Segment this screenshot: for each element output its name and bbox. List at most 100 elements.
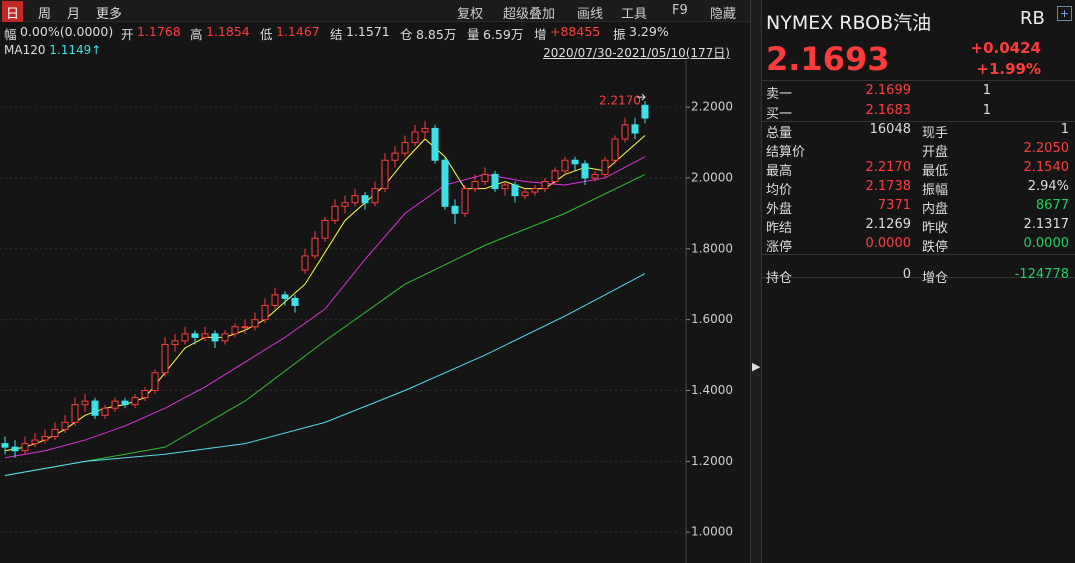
candle-body — [581, 163, 589, 179]
info-label: 量 — [467, 27, 480, 42]
annotation-arrow — [637, 93, 646, 101]
candle-body — [341, 202, 349, 207]
field-value: 7371 — [877, 198, 911, 213]
book-label: 买一 — [766, 107, 793, 122]
field-value: 2.1738 — [865, 179, 912, 194]
tool-button[interactable]: 隐藏 — [710, 7, 737, 22]
info-value: 0.00%(0.0000) — [20, 24, 114, 39]
candle-body — [141, 389, 149, 399]
candle-body — [211, 333, 219, 342]
tool-button[interactable]: 工具 — [621, 7, 648, 22]
candle-body — [191, 333, 199, 338]
candle-body — [201, 333, 209, 338]
arrow: ▶ — [752, 360, 761, 373]
book-volume: 1 — [982, 103, 991, 118]
candle-body — [571, 159, 579, 165]
info-label: 仓 — [400, 27, 413, 42]
field-label: 总量 — [766, 126, 793, 141]
instrument-code: RB — [1020, 8, 1045, 29]
candle-body — [371, 188, 379, 204]
field-value: 1 — [1060, 122, 1069, 137]
candle-body — [621, 124, 629, 140]
candle-body — [561, 159, 569, 172]
collapse-strip[interactable]: ▶ — [750, 0, 762, 563]
field-label: 涨停 — [766, 240, 793, 255]
info-value: 1.1854 — [206, 24, 250, 39]
candle-body — [601, 159, 609, 175]
y-tick-label: 1.2000 — [691, 454, 733, 468]
info-value: 1.1571 — [346, 24, 390, 39]
candle-body — [421, 127, 429, 133]
candle-body — [541, 180, 549, 190]
candle-body — [361, 195, 369, 204]
candle-body — [591, 173, 599, 179]
candle-body — [331, 205, 339, 221]
candle-body — [431, 127, 439, 161]
quote-panel: NYMEX RBOB汽油 RB + 2.1693 +0.0424 +1.99% … — [762, 0, 1075, 563]
candle-body — [491, 173, 499, 190]
info-value: +88455 — [550, 24, 601, 39]
candle-body — [511, 184, 519, 197]
field-label: 跌停 — [922, 240, 949, 255]
book-price: 2.1699 — [865, 83, 912, 98]
tool-button[interactable]: 画线 — [577, 7, 604, 22]
candle-body — [41, 436, 49, 441]
tool-button[interactable]: 复权 — [457, 7, 484, 22]
field-label: 振幅 — [922, 183, 949, 198]
book-volume: 1 — [982, 83, 991, 98]
ma-value: 1.1149↑ — [49, 43, 102, 57]
info-label: 结 — [330, 27, 343, 42]
add-button[interactable]: + — [1057, 6, 1072, 21]
tool-button[interactable]: F9 — [672, 3, 688, 18]
candle-body — [501, 184, 509, 190]
field-label: 昨结 — [766, 221, 793, 236]
info-value: 1.1467 — [276, 24, 320, 39]
period-tab[interactable]: 周 — [38, 7, 52, 22]
info-value: 3.29% — [629, 24, 669, 39]
candle-body — [551, 170, 559, 182]
info-value: 6.59万 — [483, 27, 524, 42]
candle-body — [231, 326, 239, 335]
period-tab[interactable]: 月 — [67, 7, 81, 22]
candle-body — [71, 404, 79, 423]
info-label: 增 — [534, 27, 547, 42]
field-value: 0 — [902, 267, 911, 282]
field-label: 内盘 — [922, 202, 949, 217]
candle-body — [451, 205, 459, 214]
tool-button[interactable]: 超级叠加 — [503, 7, 556, 22]
field-label: 外盘 — [766, 202, 793, 217]
info-label: 开 — [121, 27, 134, 42]
candle-body — [261, 304, 269, 321]
candle-body — [481, 173, 489, 182]
y-tick-label: 2.2000 — [691, 100, 733, 114]
change: +0.0424 — [970, 39, 1041, 57]
candle-body — [241, 326, 249, 329]
y-tick-label: 1.8000 — [691, 241, 733, 255]
field-label: 昨收 — [922, 221, 949, 236]
field-value: 2.1317 — [1023, 217, 1070, 232]
date-range[interactable]: 2020/07/30-2021/05/10(177日) — [543, 46, 730, 60]
candle-body — [221, 333, 229, 342]
field-value: 0.0000 — [1023, 236, 1070, 251]
high-annotation: 2.2170 — [599, 94, 641, 108]
info-label: 低 — [260, 27, 273, 42]
instrument-name: NYMEX RBOB汽油 — [766, 12, 932, 34]
candle-body — [301, 255, 309, 271]
field-label: 结算价 — [766, 145, 806, 160]
candle-body — [631, 124, 639, 134]
candle-body — [401, 142, 409, 154]
candle-body — [611, 138, 619, 161]
info-label: 振 — [613, 27, 626, 42]
field-label: 增仓 — [922, 271, 949, 286]
ma-line — [4, 173, 646, 476]
candle-body — [161, 343, 169, 374]
info-label: 幅 — [4, 27, 17, 42]
field-label: 最高 — [766, 164, 793, 179]
candle-body — [101, 407, 109, 416]
candle-body — [181, 333, 189, 342]
candle-body — [111, 400, 119, 409]
period-tab[interactable]: 更多 — [96, 7, 123, 22]
ma-line — [4, 135, 646, 452]
period-tab[interactable]: 日 — [2, 1, 24, 22]
field-value: 2.2050 — [1023, 141, 1070, 156]
